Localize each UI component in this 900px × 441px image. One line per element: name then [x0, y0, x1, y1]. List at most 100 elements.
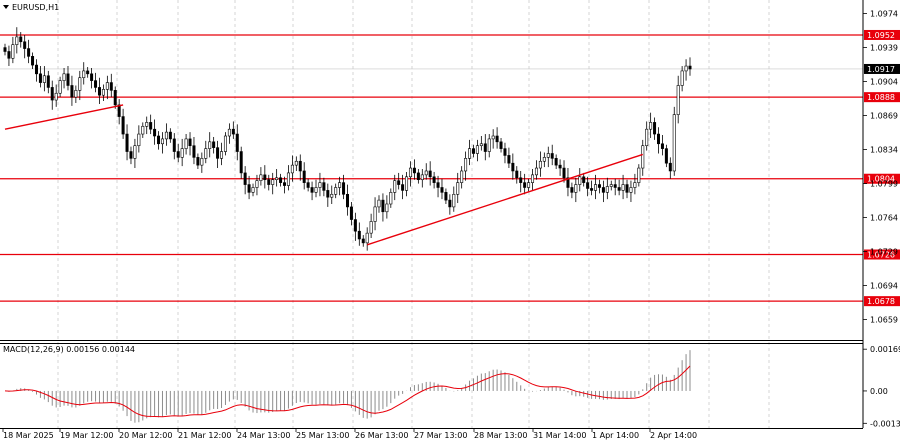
candle-body [554, 158, 558, 166]
candle-body [314, 187, 318, 193]
candle-body [310, 187, 314, 193]
candle-body [149, 122, 153, 130]
candle-body [180, 148, 184, 158]
time-tick-label: 26 Mar 13:00 [355, 431, 408, 440]
candle-body [428, 170, 432, 178]
candle-body [460, 170, 464, 183]
candle-body [326, 190, 330, 198]
candle-body [279, 177, 283, 183]
candle-body [653, 122, 657, 135]
trendline[interactable] [366, 153, 643, 246]
candle-body [531, 174, 535, 183]
candle-body [353, 219, 357, 232]
candle-body [562, 167, 566, 179]
candle-body [259, 174, 263, 181]
time-axis: 18 Mar 2025 19 Mar 12:00 20 Mar 12:00 21 Ma… [2, 428, 697, 440]
candle-body [676, 85, 680, 115]
candle-body [621, 184, 625, 191]
candle-body [542, 157, 546, 162]
candle-body [349, 206, 353, 220]
candle-body [54, 92, 58, 101]
candle-body [290, 164, 294, 174]
candle-body [113, 90, 117, 106]
macd-tick-label: 0.00 [870, 387, 888, 396]
candle-body [7, 51, 11, 59]
candle-body [318, 182, 322, 188]
candle-body [448, 199, 452, 208]
time-tick-label: 28 Mar 13:00 [474, 431, 527, 440]
candle-body [208, 141, 212, 149]
candle-body [641, 145, 645, 169]
candle-body [235, 133, 239, 152]
grid-lines [57, 0, 770, 428]
candle-body [302, 170, 306, 183]
price-tick-label: 1.0764 [870, 214, 898, 223]
trendlines[interactable] [4, 104, 643, 246]
candle-body [586, 182, 590, 189]
candle-body [373, 206, 377, 222]
candle-body [420, 174, 424, 181]
candle-body [133, 145, 137, 159]
time-tick-label: 19 Mar 12:00 [60, 431, 113, 440]
candle-body [534, 167, 538, 176]
candle-body [275, 177, 279, 181]
candle-body [578, 176, 582, 185]
candle-body [31, 56, 35, 66]
candle-body [86, 70, 90, 75]
macd-label: MACD(12,26,9) 0.00156 0.00144 [3, 345, 135, 354]
candle-body [105, 82, 109, 90]
candle-body [483, 143, 487, 152]
candle-body [605, 186, 609, 193]
candle-body [397, 180, 401, 185]
candle-body [436, 182, 440, 188]
symbol-selector[interactable]: EURUSD,H1 [3, 3, 59, 12]
candle-body [495, 135, 499, 143]
candle-body [129, 151, 133, 159]
candle-body [184, 138, 188, 149]
candle-body [688, 65, 692, 70]
price-tick-label: 1.0904 [870, 78, 898, 87]
candle-body [597, 184, 601, 188]
candle-body [239, 151, 243, 174]
time-tick-label: 21 Mar 12:00 [178, 431, 231, 440]
candle-body [456, 182, 460, 195]
candle-body [109, 82, 113, 91]
candle-body [452, 193, 456, 208]
candle-body [684, 65, 688, 72]
candle-body [464, 158, 468, 172]
candle-body [283, 182, 287, 186]
candle-body [192, 145, 196, 158]
candle-body [168, 131, 172, 140]
candle-body [172, 138, 176, 152]
candle-body [157, 135, 161, 145]
candle-body [558, 164, 562, 169]
horizontal-levels[interactable]: 1.0952 1.0888 1.0804 1.0726 1.0678 1.0917 [0, 29, 900, 307]
level-tag-label: 1.0952 [867, 31, 895, 40]
candle-body [251, 187, 255, 193]
price-axis: 1.0974 1.0939 1.0904 1.0869 1.0834 1.0799 1.07… [863, 10, 898, 325]
candle-body [342, 182, 346, 195]
candle-body [475, 145, 479, 154]
trendline[interactable] [4, 104, 124, 130]
candle-body [487, 138, 491, 152]
candle-body [511, 162, 515, 172]
chevron-down-icon[interactable] [3, 5, 9, 9]
candle-body [46, 75, 50, 88]
candle-body [42, 75, 46, 83]
candle-body [3, 47, 7, 52]
candle-body [515, 170, 519, 179]
candle-body [176, 151, 180, 158]
candle-body [223, 135, 227, 152]
candle-body [216, 147, 220, 159]
macd-signal-line [4, 365, 691, 418]
candle-body [527, 182, 531, 188]
candle-body [550, 153, 554, 159]
candle-body [664, 148, 668, 164]
candle-body [196, 157, 200, 166]
price-tick-label: 1.0869 [870, 112, 898, 121]
candle-body [247, 184, 251, 193]
candle-body [629, 187, 633, 193]
candle-body [479, 143, 483, 147]
candle-body [267, 179, 271, 185]
